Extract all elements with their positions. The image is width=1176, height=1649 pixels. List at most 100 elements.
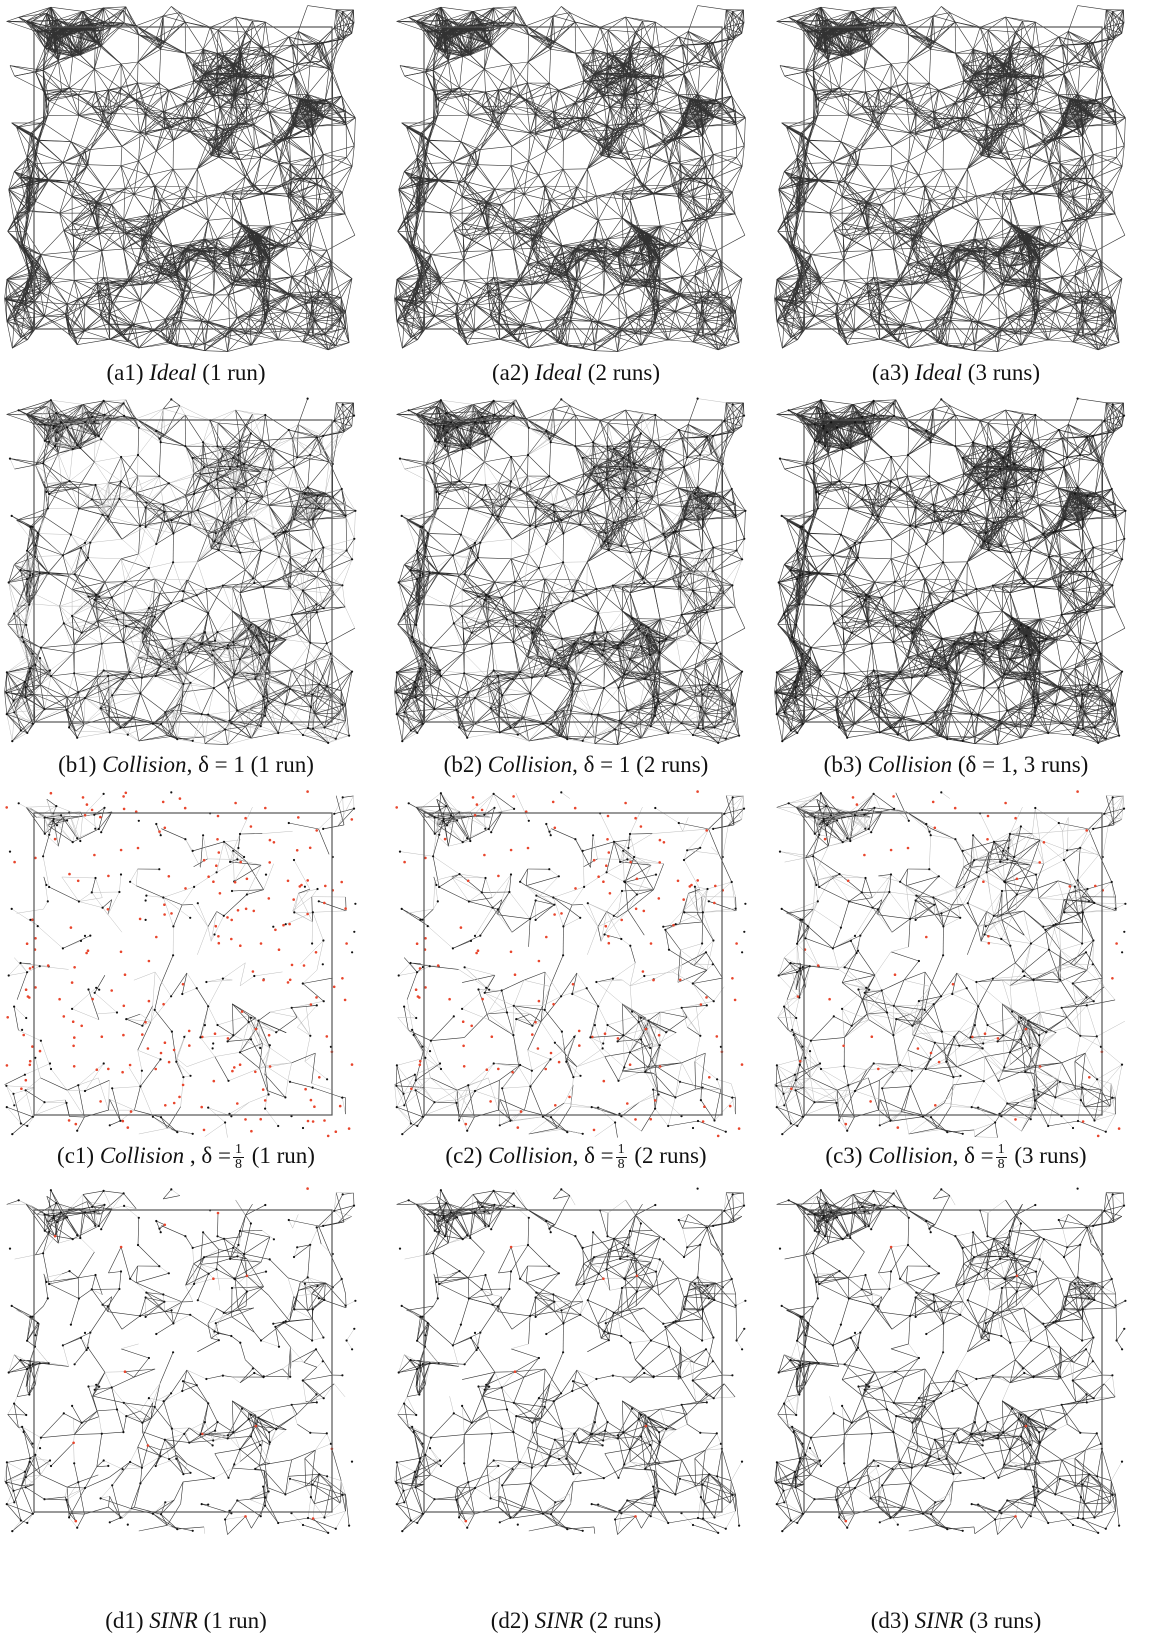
graph-edge (138, 34, 161, 50)
graph-edge (231, 103, 264, 106)
graph-edge (69, 68, 95, 89)
graph-edge (251, 333, 261, 346)
graph-edge (4, 279, 8, 299)
graph-edge (186, 270, 215, 281)
graph-edge (209, 27, 218, 54)
graph-edge (587, 90, 599, 118)
graph-edge (137, 45, 160, 63)
graph-edge (98, 291, 110, 295)
graph-edge (663, 56, 685, 75)
graph-edge (68, 181, 75, 184)
graph-edge (336, 9, 355, 23)
graph-edge (128, 280, 142, 285)
graph-edge (302, 191, 333, 198)
graph-edge (13, 307, 15, 320)
graph-edge (307, 94, 326, 101)
graph-edge (33, 264, 52, 284)
graph-edge (630, 193, 654, 201)
graph-edge (109, 294, 141, 301)
graph-edge (64, 30, 73, 57)
graph-edge (14, 171, 31, 178)
graph-edge (335, 9, 353, 34)
graph-edge (203, 49, 225, 57)
graph-edge (202, 49, 234, 66)
graph-edge (342, 166, 353, 193)
graph-edge (36, 31, 50, 49)
graph-edge (101, 226, 118, 251)
graph-edge (64, 28, 95, 31)
graph-edge (288, 291, 320, 294)
graph-edge (269, 246, 287, 250)
graph-edge (34, 282, 52, 302)
graph-edge (107, 105, 120, 124)
graph-edge (268, 295, 291, 309)
graph-edge (170, 197, 184, 211)
graph-edge (56, 11, 84, 21)
graph-edge (527, 82, 559, 91)
graph-edge (218, 55, 225, 67)
graph-edge (231, 104, 239, 125)
graph-edge (304, 275, 313, 302)
graph-edge (182, 195, 207, 199)
graph-edge (84, 121, 103, 151)
graph-edge (250, 40, 263, 48)
graph-edge (164, 118, 183, 129)
graph-edge (291, 166, 317, 180)
graph-edge (94, 42, 96, 70)
graph-edge (116, 226, 143, 249)
graph-edge (246, 88, 267, 109)
graph-edge (160, 273, 177, 276)
graph-edge (232, 47, 241, 65)
graph-edge (40, 291, 45, 317)
graph-edge (185, 244, 190, 250)
graph-edge (14, 75, 44, 92)
graph-edge (164, 256, 175, 265)
graph-edge (91, 106, 109, 124)
graph-edge (695, 211, 707, 219)
graph-edge (6, 279, 26, 295)
graph-edge (260, 47, 263, 80)
graph-edge (61, 90, 96, 93)
graph-edge (527, 235, 542, 265)
graph-edge (303, 166, 317, 180)
graph-edge (235, 95, 264, 104)
graph-edge (607, 238, 618, 256)
graph-edge (167, 310, 180, 343)
graph-edge (254, 137, 286, 150)
graph-edge (328, 68, 342, 97)
graph-edge (39, 179, 69, 184)
graph-edge (237, 314, 266, 318)
graph-edge (129, 82, 138, 96)
graph-edge (302, 179, 305, 198)
graph-edge (285, 293, 289, 312)
graph-edge (138, 160, 156, 187)
graph-edge (25, 186, 28, 204)
graph-edge (207, 131, 228, 142)
graph-edge (563, 131, 581, 141)
graph-edge (263, 163, 280, 194)
graph-edge (177, 320, 181, 347)
graph-edge (163, 111, 172, 128)
graph-edge (95, 91, 120, 107)
graph-edge (88, 203, 95, 208)
graph-edge (16, 115, 48, 128)
graph-edge (109, 280, 130, 295)
graph-edge (192, 49, 204, 66)
graph-edge (160, 271, 177, 274)
graph-edge (186, 280, 214, 296)
graph-edge (163, 90, 170, 112)
graph-edge (575, 80, 584, 103)
graph-edge (123, 233, 127, 250)
graph-edge (655, 311, 676, 315)
graph-edge (287, 276, 292, 294)
graph-edge (182, 197, 209, 221)
graph-edge (650, 157, 670, 164)
graph-edge (123, 219, 141, 229)
graph-edge (109, 313, 129, 342)
graph-edge (88, 203, 98, 228)
graph-edge (462, 188, 495, 197)
graph-edge (100, 294, 110, 316)
graph-edge (575, 102, 581, 132)
graph-edge (240, 47, 263, 55)
graph-edge (227, 252, 241, 267)
